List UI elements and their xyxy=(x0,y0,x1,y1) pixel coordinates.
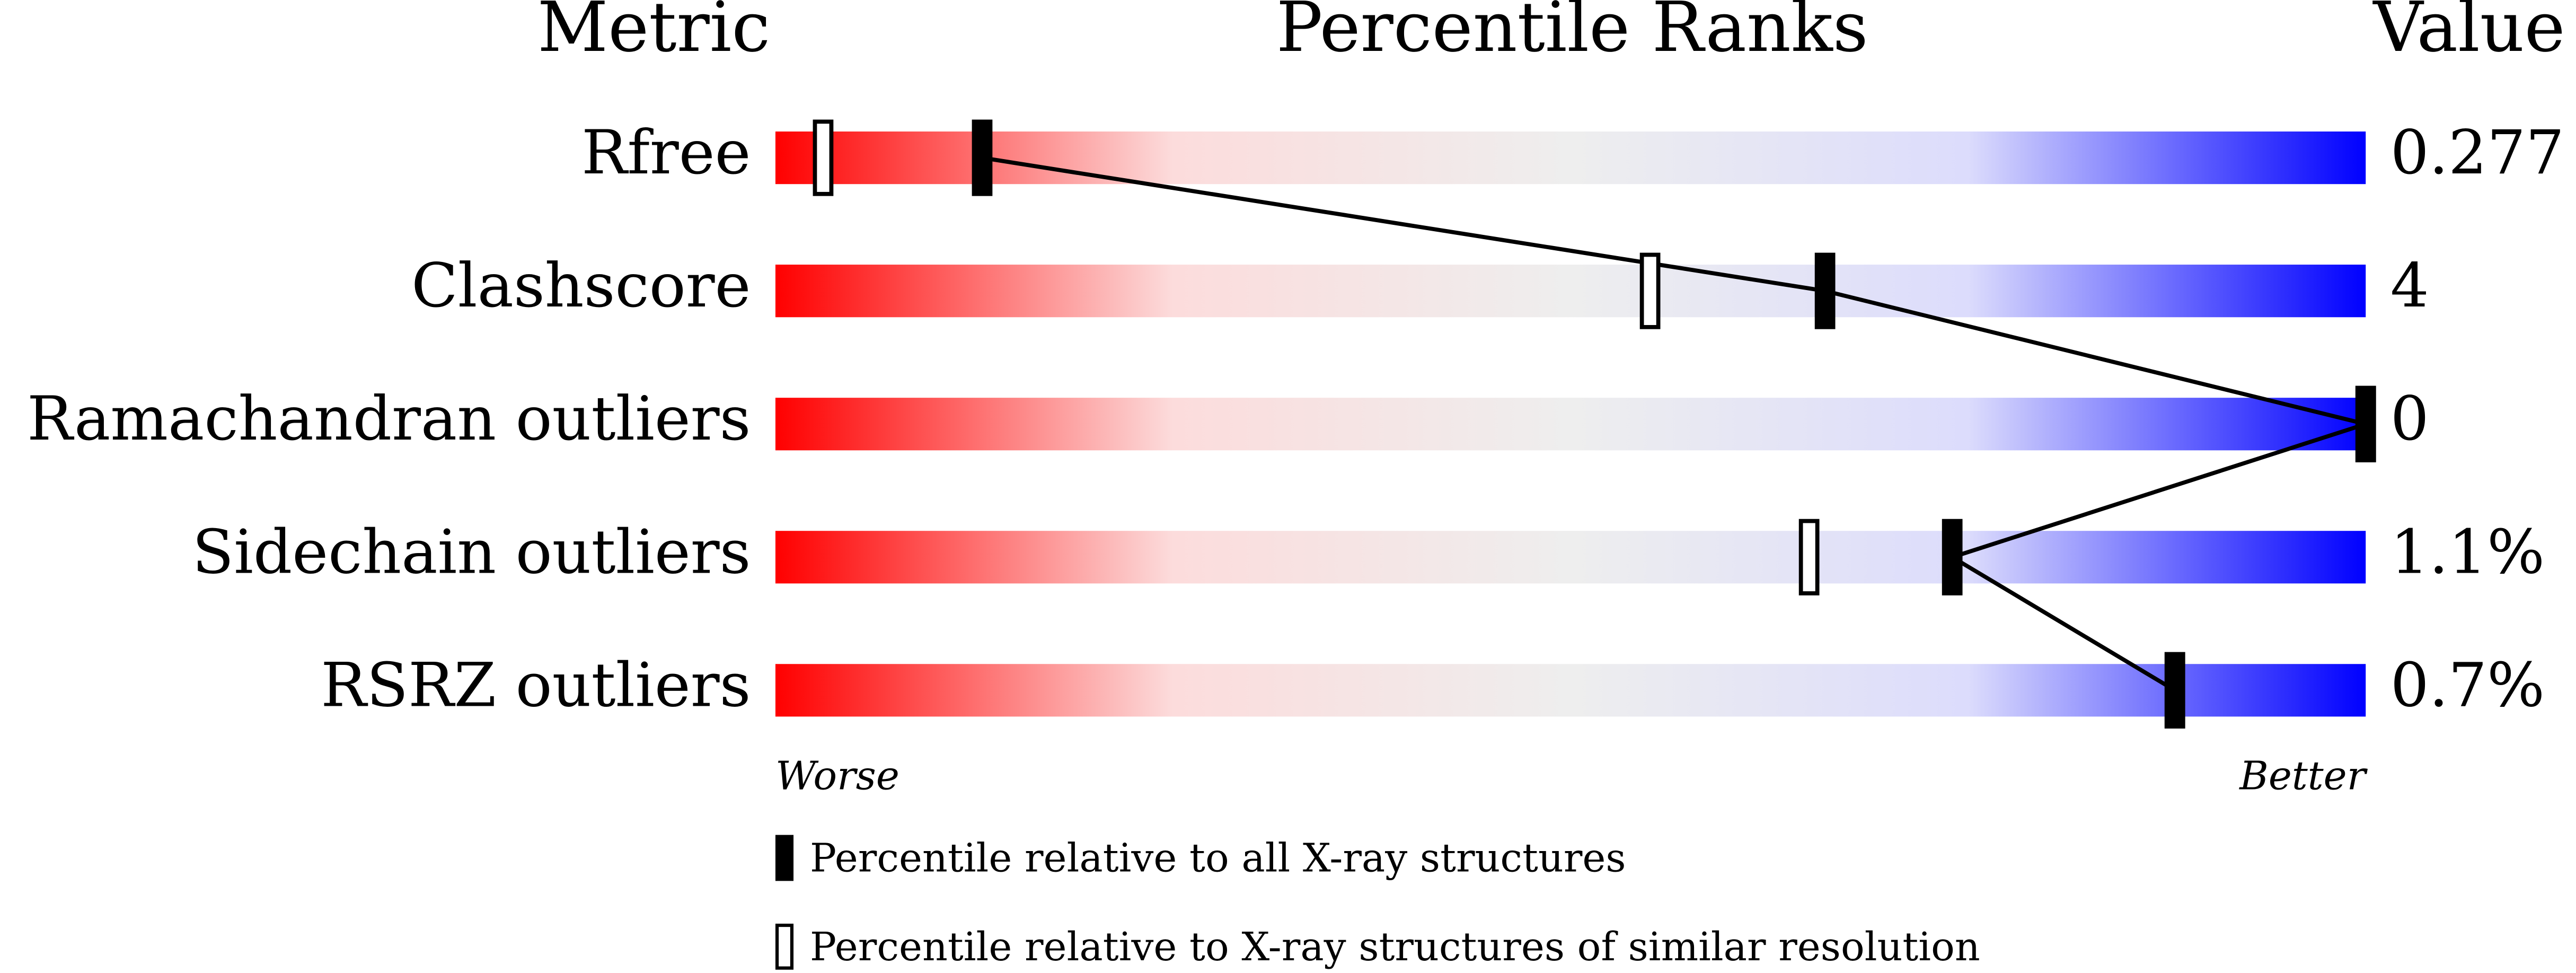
metric-label: Rfree xyxy=(581,118,751,188)
better-label: Better xyxy=(2238,753,2368,799)
similar-percentile-marker xyxy=(1798,519,1820,595)
value-header: Value xyxy=(2372,0,2565,67)
legend-label: Percentile relative to all X-ray structu… xyxy=(810,835,1626,881)
percentile-bar xyxy=(775,531,2366,584)
metric-label: Clashscore xyxy=(411,251,751,321)
metric-label: RSRZ outliers xyxy=(321,650,751,721)
percentile-bar xyxy=(775,265,2366,318)
percentile-bar xyxy=(775,398,2366,451)
percentile-bar xyxy=(775,132,2366,185)
legend-label: Percentile relative to X-ray structures … xyxy=(810,924,1980,970)
all-percentile-marker xyxy=(1942,519,1963,595)
worse-label: Worse xyxy=(775,753,899,799)
metric-value: 4 xyxy=(2390,251,2429,321)
metric-label: Ramachandran outliers xyxy=(27,384,751,454)
similar-percentile-marker xyxy=(813,119,834,196)
metric-value: 0.277 xyxy=(2390,118,2564,188)
metric-value: 0.7% xyxy=(2390,650,2545,721)
metric-label: Sidechain outliers xyxy=(192,517,751,588)
metric-header: Metric xyxy=(537,0,770,67)
percentile-header: Percentile Ranks xyxy=(1276,0,1868,67)
all-percentile-marker xyxy=(2164,652,2185,729)
all-percentile-marker xyxy=(972,119,993,196)
metric-value: 1.1% xyxy=(2390,517,2545,588)
percentile-bar xyxy=(775,664,2366,717)
metric-value: 0 xyxy=(2390,384,2429,454)
similar-percentile-marker xyxy=(1639,252,1661,329)
legend-swatch xyxy=(775,835,794,881)
all-percentile-marker xyxy=(2355,385,2376,462)
legend-swatch xyxy=(775,923,794,970)
all-percentile-marker xyxy=(1814,252,1836,329)
